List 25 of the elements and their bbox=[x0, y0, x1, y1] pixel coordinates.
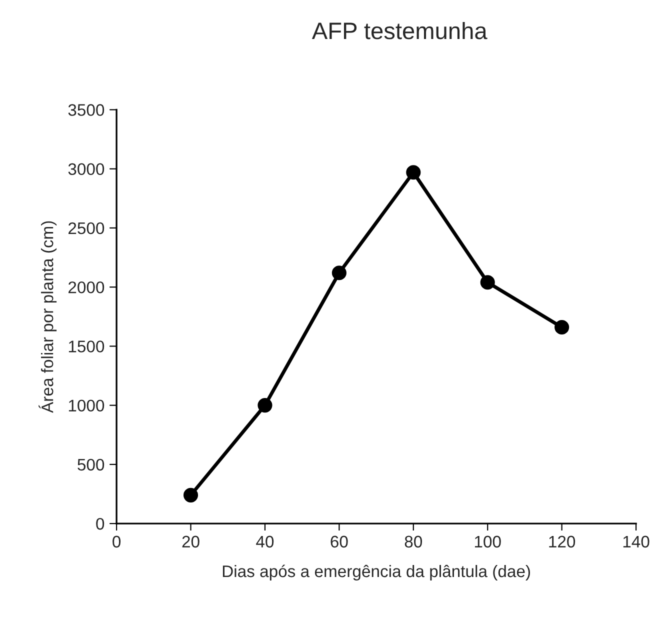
y-tick-label: 1000 bbox=[68, 400, 104, 412]
x-tick-label: 40 bbox=[256, 536, 274, 548]
y-tick-label: 500 bbox=[78, 458, 104, 471]
chart-title: AFP testemunha bbox=[312, 22, 488, 40]
point bbox=[183, 488, 198, 502]
point bbox=[554, 320, 570, 335]
y-tick-label: 3500 bbox=[68, 104, 104, 116]
x-tick-label: 20 bbox=[182, 536, 200, 548]
point bbox=[332, 266, 346, 280]
x-tick-label: 140 bbox=[623, 536, 650, 548]
point bbox=[406, 165, 421, 180]
y-tick-label: 1500 bbox=[68, 340, 104, 352]
x-tick-label: 80 bbox=[404, 536, 422, 548]
point bbox=[480, 275, 495, 290]
point bbox=[258, 398, 272, 413]
y-tick-label: 0 bbox=[96, 518, 104, 530]
y-tick-label: 2500 bbox=[68, 222, 104, 234]
x-tick-label: 100 bbox=[474, 536, 501, 548]
x-tick-label: 60 bbox=[330, 536, 348, 548]
x-axis-title: Dias após a emergência da plântula (dae) bbox=[222, 564, 530, 581]
y-tick-label: 2000 bbox=[68, 281, 104, 294]
x-tick-label: 0 bbox=[112, 536, 121, 548]
x-tick-label: 120 bbox=[549, 536, 576, 548]
y-tick-label: 3000 bbox=[68, 163, 104, 176]
y-axis-title: Área foliar por planta (cm) bbox=[38, 221, 57, 413]
